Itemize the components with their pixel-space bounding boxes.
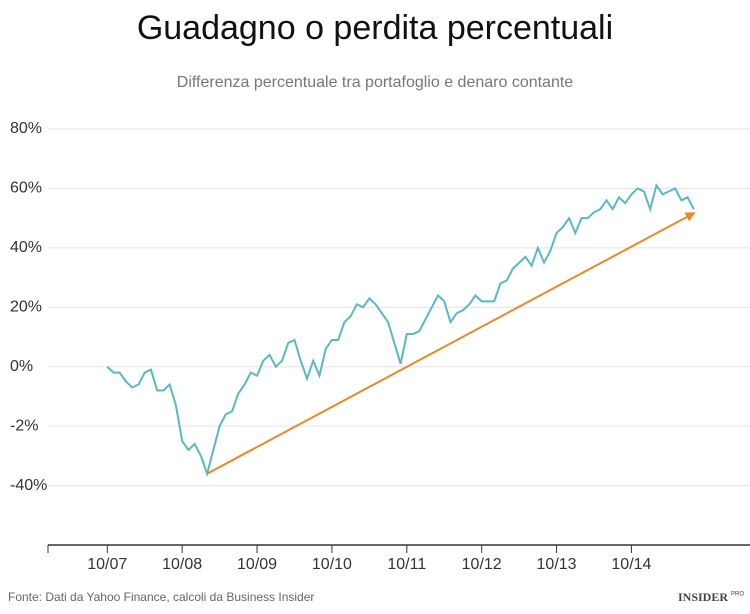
trend-arrow [206,212,696,475]
chart-title: Guadagno o perdita percentuali [137,9,613,47]
x-tick-label: 10/13 [537,556,577,573]
x-tick-label: 10/11 [387,556,426,573]
logo-badge: PRO [731,592,744,598]
source-note: Fonte: Dati da Yahoo Finance, calcoli da… [8,590,314,604]
logo: INSIDER [678,590,728,604]
y-tick-label: -40% [10,477,47,494]
x-tick-label: 10/14 [611,556,651,573]
x-tick-label: 10/07 [87,556,127,573]
chart-subtitle: Differenza percentuale tra portafoglio e… [177,74,574,91]
data-line [106,183,695,478]
x-tick-label: 10/09 [237,556,277,573]
y-tick-label: 40% [10,239,42,256]
x-tick-label: 10/10 [312,556,352,573]
y-tick-label: 60% [10,180,42,197]
x-tick-label: 10/12 [462,556,502,573]
x-tick-label: 10/08 [162,556,202,573]
y-tick-label: -2% [10,417,38,434]
y-tick-label: 20% [10,299,42,316]
y-tick-label: 0% [10,358,33,375]
y-tick-label: 80% [10,120,42,137]
